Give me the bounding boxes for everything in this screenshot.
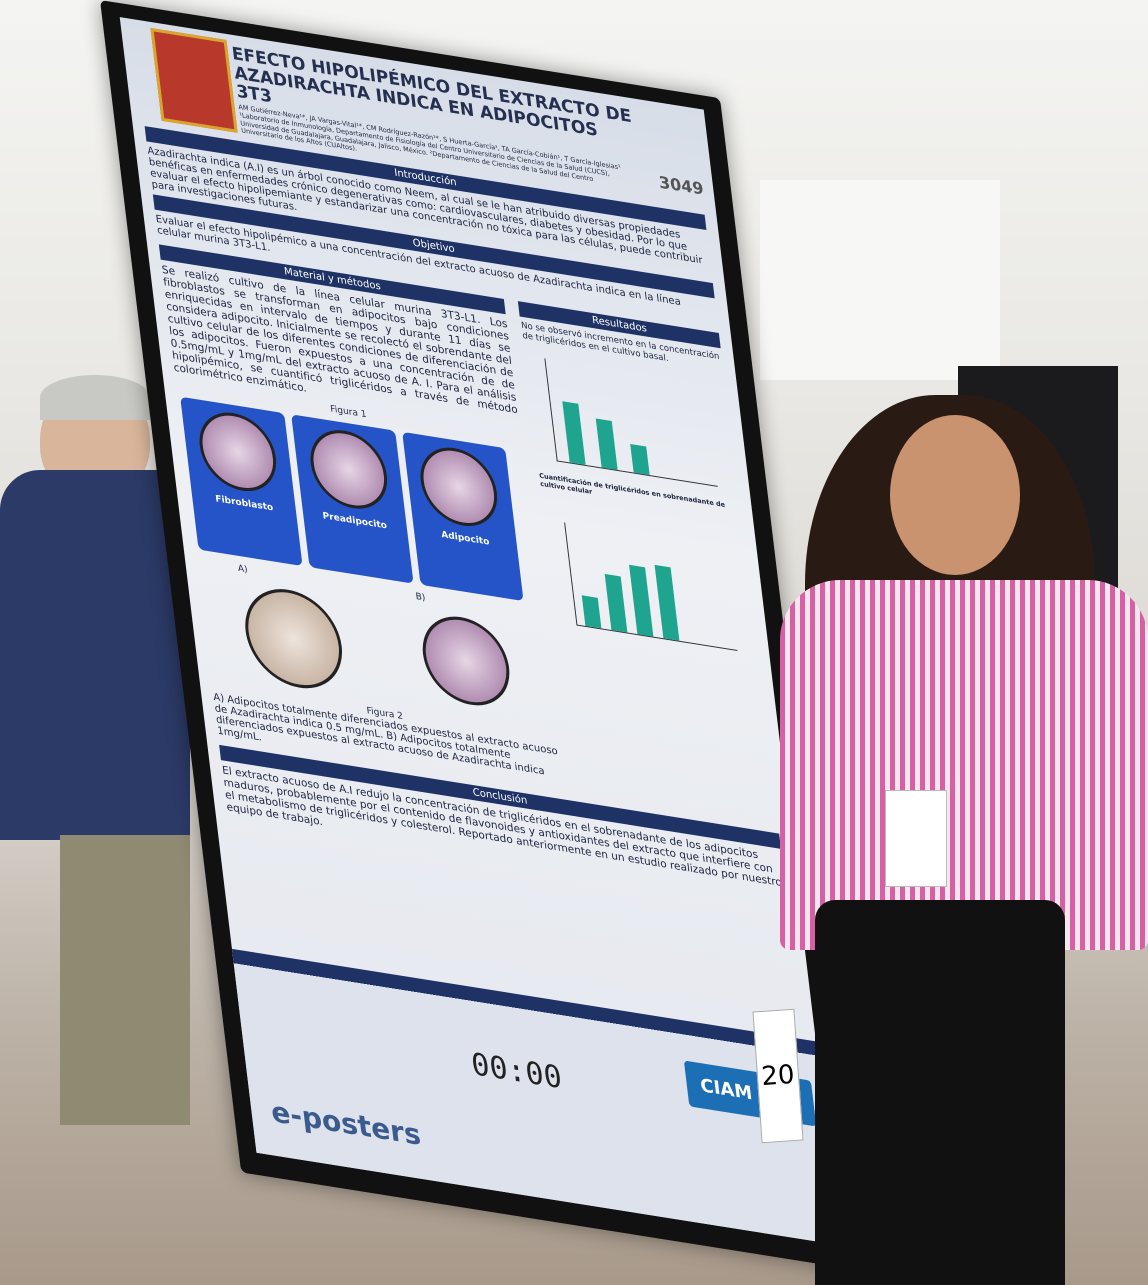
- dish: [305, 424, 392, 515]
- man-hair: [40, 375, 150, 420]
- bar: [629, 564, 654, 637]
- dish: [239, 582, 348, 696]
- left-column: Material y métodos Se realizó cultivo de…: [158, 240, 563, 791]
- bar: [605, 573, 628, 633]
- badge: [885, 790, 947, 887]
- poster-footer: 00:00 e-posters CIAM XXII: [231, 948, 841, 1246]
- panel-label: B): [415, 592, 427, 604]
- stage-panel: Preadipocito: [291, 414, 414, 584]
- panel: A): [237, 564, 348, 704]
- panel-label: A): [237, 564, 249, 576]
- university-crest: [150, 27, 238, 133]
- result-chart: [544, 358, 718, 488]
- panel: B): [415, 592, 516, 730]
- stage-label: Adipocito: [440, 530, 491, 549]
- stage-panel: Fibroblasto: [180, 397, 303, 567]
- bar: [596, 418, 619, 471]
- woman-trousers: [815, 900, 1065, 1285]
- poster-code: 3049: [657, 172, 705, 199]
- dish: [416, 442, 502, 532]
- bar: [630, 444, 651, 476]
- woman-face: [890, 415, 1020, 575]
- result-chart: [564, 522, 738, 651]
- man-trousers: [60, 835, 190, 1125]
- bar: [654, 564, 680, 641]
- eposter-screen: 3049 EFECTO HIPOLIPÉMICO DEL EXTRACTO DE…: [100, 0, 862, 1271]
- woman-shirt: [780, 580, 1148, 950]
- man-jacket: [0, 470, 190, 840]
- dish: [195, 407, 281, 497]
- timer: 00:00: [469, 1046, 564, 1097]
- stage-label: Fibroblasto: [214, 494, 274, 514]
- bar: [562, 401, 587, 466]
- stage-label: Preadipocito: [322, 511, 388, 532]
- dish: [417, 610, 514, 712]
- poster: 3049 EFECTO HIPOLIPÉMICO DEL EXTRACTO DE…: [119, 17, 841, 1246]
- stage-panel: Adipocito: [401, 432, 524, 602]
- bar: [582, 595, 602, 629]
- brand-logo: e-posters: [269, 1094, 423, 1153]
- wall-panel: [760, 180, 1000, 380]
